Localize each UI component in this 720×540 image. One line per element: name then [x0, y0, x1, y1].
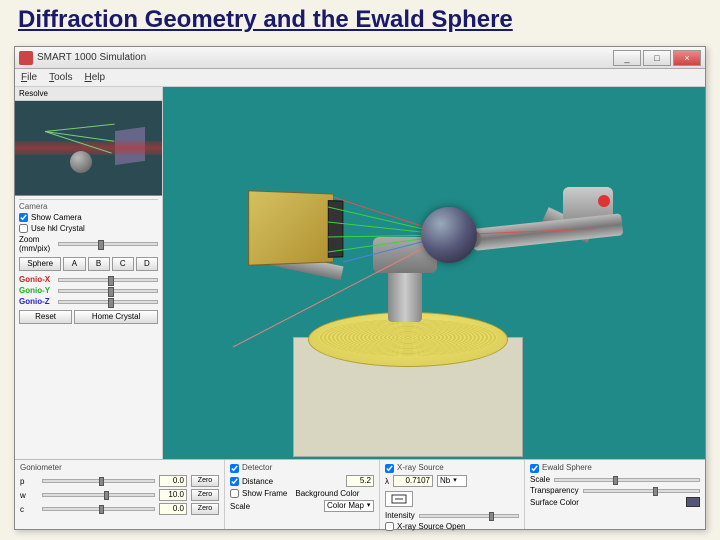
app-window: SMART 1000 Simulation _ □ × File Tools H… — [14, 46, 706, 530]
gonio-z-label: Gonio-Z — [19, 297, 55, 306]
menu-tools[interactable]: Tools — [49, 72, 72, 83]
intensity-row[interactable]: Intensity — [385, 511, 519, 520]
show-camera-label: Show Camera — [31, 213, 82, 222]
element-dropdown[interactable]: Nb — [437, 475, 467, 487]
diffraction-rays — [163, 87, 705, 459]
slide-title: Diffraction Geometry and the Ewald Spher… — [0, 0, 720, 38]
use-hkl-label: Use hkl Crystal — [31, 224, 85, 233]
gonio-z-slider[interactable]: Gonio-Z — [19, 297, 158, 306]
gonio-x-label: Gonio-X — [19, 275, 55, 284]
gonio-c-row[interactable]: c 0.0 Zero — [20, 503, 219, 515]
preview-3d[interactable] — [15, 101, 162, 196]
ewald-sphere — [421, 207, 477, 263]
a-button[interactable]: A — [63, 257, 85, 271]
ewald-scale-label: Scale — [530, 475, 550, 484]
xray-panel: X-ray Source λ 0.7107 Nb Intensity X-ray… — [380, 460, 525, 529]
ewald-trans-label: Transparency — [530, 486, 579, 495]
menu-help[interactable]: Help — [84, 72, 105, 83]
gonio-p-value[interactable]: 0.0 — [159, 475, 187, 487]
use-hkl-input[interactable] — [19, 224, 28, 233]
sphere-button[interactable]: Sphere — [19, 257, 61, 271]
menubar: File Tools Help — [15, 69, 705, 87]
distance-value[interactable]: 5.2 — [346, 475, 374, 487]
intensity-label: Intensity — [385, 511, 415, 520]
distance-label: Distance — [242, 477, 273, 486]
reset-button[interactable]: Reset — [19, 310, 72, 324]
use-hkl-checkbox[interactable]: Use hkl Crystal — [19, 224, 158, 233]
minimize-button[interactable]: _ — [613, 50, 641, 66]
gonio-c-zero[interactable]: Zero — [191, 503, 219, 515]
shape-buttons: Sphere A B C D — [19, 257, 158, 271]
gonio-p-zero[interactable]: Zero — [191, 475, 219, 487]
d-button[interactable]: D — [136, 257, 158, 271]
source-open-label: X-ray Source Open — [397, 522, 465, 531]
gonio-p-label: p — [20, 477, 38, 486]
gonio-w-value[interactable]: 10.0 — [159, 489, 187, 501]
gonio-w-row[interactable]: w 10.0 Zero — [20, 489, 219, 501]
gonio-w-zero[interactable]: Zero — [191, 489, 219, 501]
goniometer-title: Goniometer — [20, 463, 219, 472]
source-icon — [385, 491, 413, 507]
viewport-3d[interactable] — [163, 87, 705, 459]
main-area: Resolve Camera Show Camera Use hkl Cryst… — [15, 87, 705, 459]
zoom-label: Zoom (mm/pix) — [19, 235, 55, 253]
c-button[interactable]: C — [112, 257, 134, 271]
wave-label: λ — [385, 477, 389, 486]
show-frame-row[interactable]: Show Frame Background Color — [230, 489, 374, 498]
home-crystal-button[interactable]: Home Crystal — [74, 310, 158, 324]
window-title: SMART 1000 Simulation — [37, 52, 146, 63]
sidebar-tab[interactable]: Resolve — [15, 87, 162, 101]
gonio-x-slider[interactable]: Gonio-X — [19, 275, 158, 284]
detector-title: Detector — [242, 463, 272, 472]
left-panel: Resolve Camera Show Camera Use hkl Cryst… — [15, 87, 163, 459]
show-frame-label: Show Frame — [242, 489, 287, 498]
wave-value[interactable]: 0.7107 — [393, 475, 433, 487]
det-scale-label: Scale — [230, 502, 250, 511]
b-button[interactable]: B — [88, 257, 110, 271]
xray-title: X-ray Source — [397, 463, 444, 472]
show-camera-checkbox[interactable]: Show Camera — [19, 213, 158, 222]
titlebar: SMART 1000 Simulation _ □ × — [15, 47, 705, 69]
wavelength-row[interactable]: λ 0.7107 Nb — [385, 475, 519, 487]
bg-color-label: Background Color — [295, 489, 359, 498]
camera-panel: Camera Show Camera Use hkl Crystal Zoom … — [15, 196, 162, 329]
distance-chk[interactable] — [230, 477, 239, 486]
ewald-panel: Ewald Sphere Scale Transparency Surface … — [525, 460, 705, 529]
ewald-trans-row[interactable]: Transparency — [530, 486, 700, 495]
menu-file[interactable]: File — [21, 72, 37, 83]
gonio-y-label: Gonio-Y — [19, 286, 55, 295]
ewald-surf-label: Surface Color — [530, 498, 579, 507]
zoom-slider[interactable]: Zoom (mm/pix) — [19, 235, 158, 253]
distance-row[interactable]: Distance 5.2 — [230, 475, 374, 487]
ewald-surf-row[interactable]: Surface Color — [530, 497, 700, 507]
camera-group-title: Camera — [19, 199, 158, 211]
source-open-chk[interactable]: X-ray Source Open — [385, 522, 519, 531]
bottom-panel: Goniometer p 0.0 Zero w 10.0 Zero c 0.0 … — [15, 459, 705, 529]
gonio-c-value[interactable]: 0.0 — [159, 503, 187, 515]
gonio-c-label: c — [20, 505, 38, 514]
surface-color-swatch[interactable] — [686, 497, 700, 507]
show-frame-chk[interactable] — [230, 489, 239, 498]
gonio-y-slider[interactable]: Gonio-Y — [19, 286, 158, 295]
colormap-dropdown[interactable]: Color Map — [324, 500, 374, 512]
goniometer-panel: Goniometer p 0.0 Zero w 10.0 Zero c 0.0 … — [15, 460, 225, 529]
ewald-scale-row[interactable]: Scale — [530, 475, 700, 484]
detector-title-chk[interactable]: Detector — [230, 463, 374, 473]
gonio-p-row[interactable]: p 0.0 Zero — [20, 475, 219, 487]
close-button[interactable]: × — [673, 50, 701, 66]
ewald-title: Ewald Sphere — [542, 463, 592, 472]
gonio-w-label: w — [20, 491, 38, 500]
show-camera-input[interactable] — [19, 213, 28, 222]
maximize-button[interactable]: □ — [643, 50, 671, 66]
app-icon — [19, 51, 33, 65]
detector-panel: Detector Distance 5.2 Show Frame Backgro… — [225, 460, 380, 529]
ewald-title-chk[interactable]: Ewald Sphere — [530, 463, 700, 473]
xray-title-chk[interactable]: X-ray Source — [385, 463, 519, 473]
